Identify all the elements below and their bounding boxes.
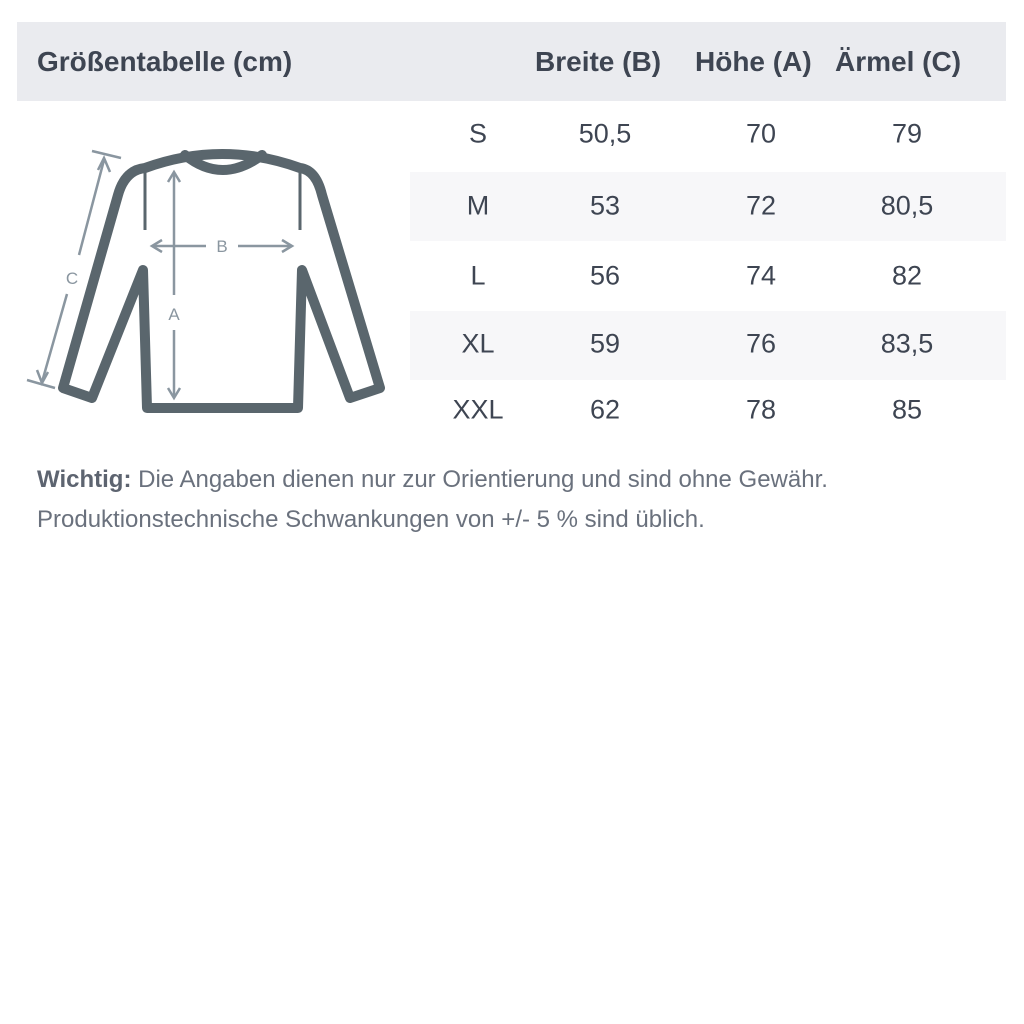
note-label: Wichtig: xyxy=(37,466,132,493)
cell-aermel: 80,5 xyxy=(880,190,934,221)
cell-size: L xyxy=(470,260,486,291)
label-a: A xyxy=(168,305,180,324)
cell-breite: 62 xyxy=(589,394,621,425)
cell-breite: 53 xyxy=(589,190,621,221)
note-line2: Produktionstechnische Schwankungen von +… xyxy=(37,506,705,533)
cell-size: S xyxy=(468,118,488,149)
sweater-icon xyxy=(58,149,385,413)
disclaimer-note: Wichtig: Die Angaben dienen nur zur Orie… xyxy=(37,460,828,540)
cell-breite: 50,5 xyxy=(578,118,632,149)
table-header: Größentabelle (cm) Breite (B) Höhe (A) Ä… xyxy=(17,22,1006,101)
cell-breite: 56 xyxy=(589,260,621,291)
table-title: Größentabelle (cm) xyxy=(37,46,293,77)
cell-size: M xyxy=(466,190,490,221)
cell-aermel: 82 xyxy=(891,260,923,291)
cell-aermel: 85 xyxy=(891,394,923,425)
column-header-aermel: Ärmel (C) xyxy=(835,46,962,77)
cell-aermel: 79 xyxy=(891,118,923,149)
sweater-diagram: C B A xyxy=(26,149,385,413)
column-header-hoehe: Höhe (A) xyxy=(695,46,812,77)
label-b: B xyxy=(216,237,227,256)
cell-hoehe: 70 xyxy=(745,118,777,149)
cell-hoehe: 76 xyxy=(745,328,777,359)
row-stripe xyxy=(410,172,1006,241)
cell-hoehe: 78 xyxy=(745,394,777,425)
row-stripe xyxy=(410,311,1006,380)
column-header-breite: Breite (B) xyxy=(535,46,662,77)
cell-breite: 59 xyxy=(589,328,621,359)
cell-aermel: 83,5 xyxy=(880,328,934,359)
cell-hoehe: 74 xyxy=(745,260,777,291)
cell-hoehe: 72 xyxy=(745,190,777,221)
cell-size: XXL xyxy=(452,394,504,425)
label-c: C xyxy=(66,269,78,288)
cell-size: XL xyxy=(461,328,495,359)
measure-arrows xyxy=(26,149,295,401)
note-line1: Die Angaben dienen nur zur Orientierung … xyxy=(131,466,828,493)
